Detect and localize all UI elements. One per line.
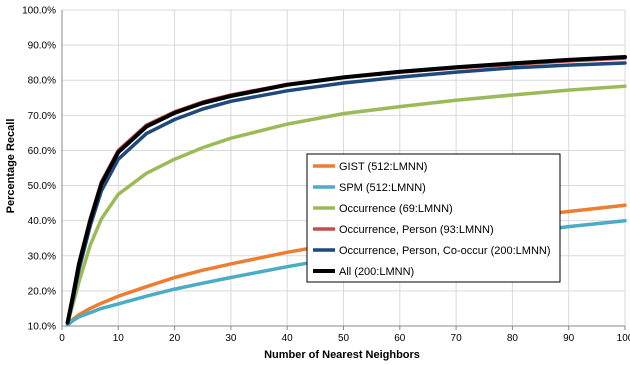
legend-label: Occurrence, Person (93:LMNN) xyxy=(339,224,494,236)
y-tick-label: 80.0% xyxy=(28,76,56,87)
legend-label: All (200:LMNN) xyxy=(339,266,414,278)
x-tick-label: 40 xyxy=(282,333,294,344)
axes: 10.0% 20.0% 30.0% 40.0% 50.0% 60.0% 70.0% 80.0%… xyxy=(22,6,630,345)
x-tick-label: 10 xyxy=(113,333,125,344)
series-line xyxy=(65,84,627,325)
x-tick-label: 50 xyxy=(338,333,350,344)
x-tick-label: 20 xyxy=(169,333,181,344)
x-tick-label: 90 xyxy=(563,333,575,344)
legend-box xyxy=(306,153,561,283)
legend-label: SPM (512:LMNN) xyxy=(339,182,426,194)
x-axis-title: Number of Nearest Neighbors xyxy=(264,349,420,361)
series-line xyxy=(65,55,627,325)
x-tick-label: 80 xyxy=(507,333,519,344)
x-tick-label: 30 xyxy=(225,333,237,344)
y-tick-label: 70.0% xyxy=(28,111,56,122)
x-tick-label: 0 xyxy=(59,333,65,344)
x-tick-label: 70 xyxy=(451,333,463,344)
y-tick-label: 90.0% xyxy=(28,41,56,52)
y-tick-label: 50.0% xyxy=(28,181,56,192)
y-tick-label: 60.0% xyxy=(28,146,56,157)
y-axis-title: Percentage Recall xyxy=(5,119,17,214)
y-tick-label: 10.0% xyxy=(28,322,56,333)
x-tick-label: 100 xyxy=(617,333,630,344)
y-tick-label: 20.0% xyxy=(28,286,56,297)
y-tick-label: 100.0% xyxy=(22,6,56,17)
x-tick-label: 60 xyxy=(394,333,406,344)
legend-label: Occurrence (69:LMNN) xyxy=(339,203,453,215)
y-tick-label: 40.0% xyxy=(28,216,56,227)
legend-label: Occurrence, Person, Co-occur (200:LMNN) xyxy=(339,245,551,257)
legend: GIST (512:LMNN) SPM (512:LMNN) Occurrence … xyxy=(306,153,561,283)
y-tick-label: 30.0% xyxy=(28,251,56,262)
legend-label: GIST (512:LMNN) xyxy=(339,161,427,173)
